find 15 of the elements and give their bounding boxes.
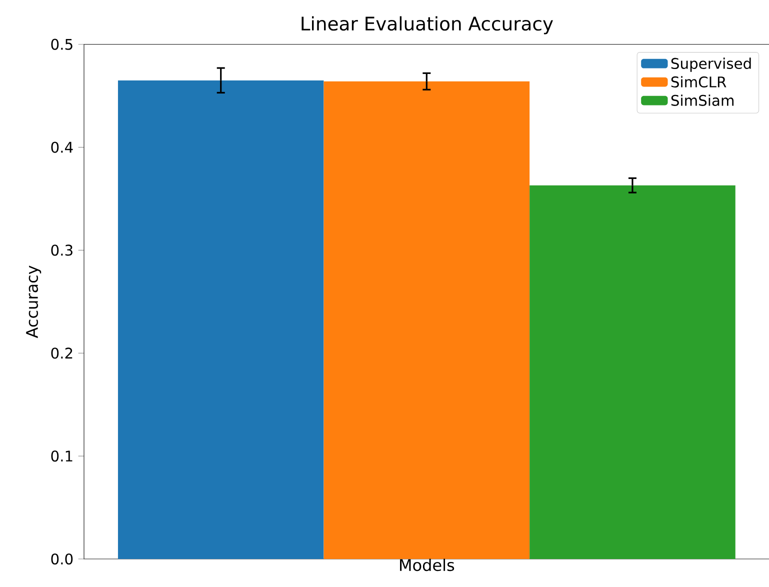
chart-title: Linear Evaluation Accuracy bbox=[302, 16, 553, 34]
x-axis-title: Models bbox=[400, 558, 454, 572]
y-tick-label: 0.0 bbox=[51, 553, 73, 565]
y-tick-label: 0.1 bbox=[51, 450, 72, 462]
legend-label: Supervised bbox=[671, 58, 751, 72]
y-tick-label: 0.5 bbox=[51, 38, 72, 50]
y-tick-label: 0.3 bbox=[51, 244, 72, 256]
legend-label: SimCLR bbox=[671, 76, 726, 88]
bar bbox=[324, 81, 530, 559]
bar bbox=[530, 185, 736, 559]
y-tick-label: 0.4 bbox=[51, 142, 73, 153]
y-tick-label: 0.2 bbox=[51, 348, 72, 359]
bar bbox=[118, 80, 324, 559]
y-axis-title: Accuracy bbox=[26, 266, 42, 338]
legend-label: SimSiam bbox=[671, 94, 734, 106]
